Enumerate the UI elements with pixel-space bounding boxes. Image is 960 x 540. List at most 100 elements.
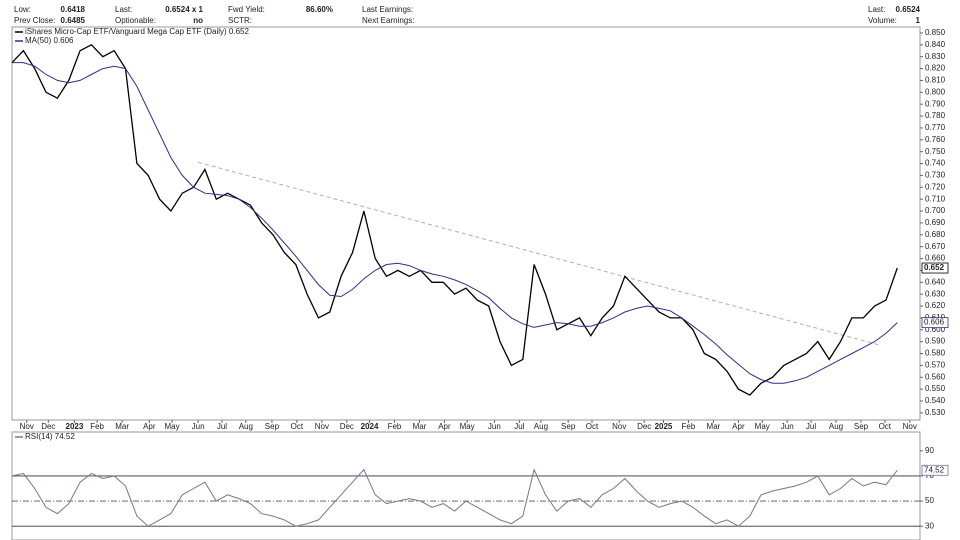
header-label: SCTR: — [228, 16, 252, 25]
x-tick-label: Nov — [903, 422, 917, 431]
y-tick-label: 0.600 — [925, 325, 946, 334]
legend-entry: RSI(14) 74.52 — [25, 432, 75, 441]
header-value: 1 — [916, 16, 921, 25]
x-tick-label: Feb — [90, 422, 104, 431]
x-tick-label: Aug — [829, 422, 843, 431]
y-tick-label: 0.620 — [925, 301, 946, 310]
x-tick-label: Jul — [217, 422, 227, 431]
y-tick-label: 0.810 — [925, 76, 946, 85]
x-tick-label: Jun — [192, 422, 205, 431]
y-tick-label: 0.760 — [925, 135, 946, 144]
x-tick-label: Mar — [115, 422, 129, 431]
price-tag-label: 74.52 — [924, 465, 945, 474]
y-tick-label: 0.670 — [925, 242, 946, 251]
x-tick-label: May — [164, 422, 179, 431]
y-tick-label: 0.830 — [925, 52, 946, 61]
y-tick-label: 0.800 — [925, 87, 946, 96]
x-tick-label: Jul — [514, 422, 524, 431]
x-tick-label: Aug — [534, 422, 548, 431]
header-label: Last: — [115, 5, 132, 14]
y-tick-label: 0.770 — [925, 123, 946, 132]
header-label: Fwd Yield: — [228, 5, 265, 14]
y-tick-label: 0.700 — [925, 206, 946, 215]
y-tick-label: 30 — [925, 521, 934, 530]
y-tick-label: 0.840 — [925, 40, 946, 49]
y-tick-label: 0.710 — [925, 194, 946, 203]
header-label: Last: — [868, 5, 885, 14]
series-line — [12, 62, 898, 384]
x-tick-label: Mar — [707, 422, 721, 431]
x-tick-label: Sep — [265, 422, 280, 431]
x-tick-label: 2023 — [66, 422, 84, 431]
header-value: 0.6418 — [61, 5, 86, 14]
y-tick-label: 0.590 — [925, 337, 946, 346]
y-tick-label: 0.660 — [925, 254, 946, 263]
x-tick-label: May — [755, 422, 770, 431]
x-tick-label: Apr — [143, 422, 156, 431]
x-tick-label: Jul — [806, 422, 816, 431]
y-tick-label: 0.730 — [925, 171, 946, 180]
x-tick-label: Nov — [612, 422, 626, 431]
x-tick-label: Aug — [239, 422, 253, 431]
y-tick-label: 0.780 — [925, 111, 946, 120]
x-tick-label: Apr — [732, 422, 745, 431]
y-tick-label: 0.740 — [925, 159, 946, 168]
y-tick-label: 50 — [925, 496, 934, 505]
header-label: Volume: — [868, 16, 897, 25]
y-tick-label: 0.530 — [925, 408, 946, 417]
x-tick-label: Feb — [388, 422, 402, 431]
x-tick-label: Mar — [413, 422, 427, 431]
x-tick-label: Nov — [315, 422, 329, 431]
x-tick-label: 2025 — [655, 422, 673, 431]
x-tick-label: Jun — [781, 422, 794, 431]
series-line — [11, 43, 898, 396]
y-tick-label: 0.820 — [925, 64, 946, 73]
y-tick-label: 0.680 — [925, 230, 946, 239]
panel-frame — [11, 26, 921, 421]
price-tag — [921, 317, 949, 329]
x-tick-label: May — [460, 422, 475, 431]
y-tick-label: 0.580 — [925, 349, 946, 358]
trendline — [198, 161, 881, 346]
y-tick-label: 0.690 — [925, 218, 946, 227]
y-tick-label: 90 — [925, 446, 934, 455]
x-tick-label: Dec — [637, 422, 651, 431]
x-tick-label: Dec — [340, 422, 354, 431]
price-tag-label: 0.606 — [924, 318, 945, 327]
price-tag-label: 0.652 — [924, 263, 945, 272]
header-label: Low: — [14, 5, 31, 14]
legend-entry: MA(50) 0.606 — [25, 36, 74, 45]
legend-entry: iShares Micro-Cap ETF/Vanguard Mega Cap … — [25, 27, 249, 36]
x-tick-label: Sep — [561, 422, 576, 431]
x-tick-label: Oct — [291, 422, 304, 431]
y-tick-label: 0.640 — [925, 277, 946, 286]
y-tick-label: 0.560 — [925, 372, 946, 381]
header-label: Next Earnings: — [362, 16, 414, 25]
x-tick-label: Feb — [682, 422, 696, 431]
header-value: no — [193, 16, 203, 25]
header-label: Last Earnings: — [362, 5, 413, 14]
x-tick-label: Sep — [854, 422, 869, 431]
header-value: 86.60% — [306, 5, 333, 14]
y-tick-label: 0.550 — [925, 384, 946, 393]
y-tick-label: 0.790 — [925, 99, 946, 108]
header-value: 0.6485 — [61, 16, 86, 25]
x-tick-label: Oct — [586, 422, 599, 431]
x-tick-label: Jun — [488, 422, 501, 431]
x-tick-label: Oct — [879, 422, 892, 431]
series-line — [11, 468, 898, 527]
y-tick-label: 0.630 — [925, 289, 946, 298]
y-tick-label: 0.750 — [925, 147, 946, 156]
header-value: 0.6524 x 1 — [165, 5, 203, 14]
y-tick-label: 0.720 — [925, 182, 946, 191]
x-tick-label: Nov — [20, 422, 34, 431]
header-label: Prev Close: — [14, 16, 55, 25]
y-tick-label: 0.850 — [925, 28, 946, 37]
y-tick-label: 0.570 — [925, 360, 946, 369]
header-label: Optionable: — [115, 16, 156, 25]
panel-frame — [11, 431, 921, 540]
x-tick-label: 2024 — [361, 422, 379, 431]
y-tick-label: 0.540 — [925, 396, 946, 405]
x-tick-label: Apr — [438, 422, 451, 431]
